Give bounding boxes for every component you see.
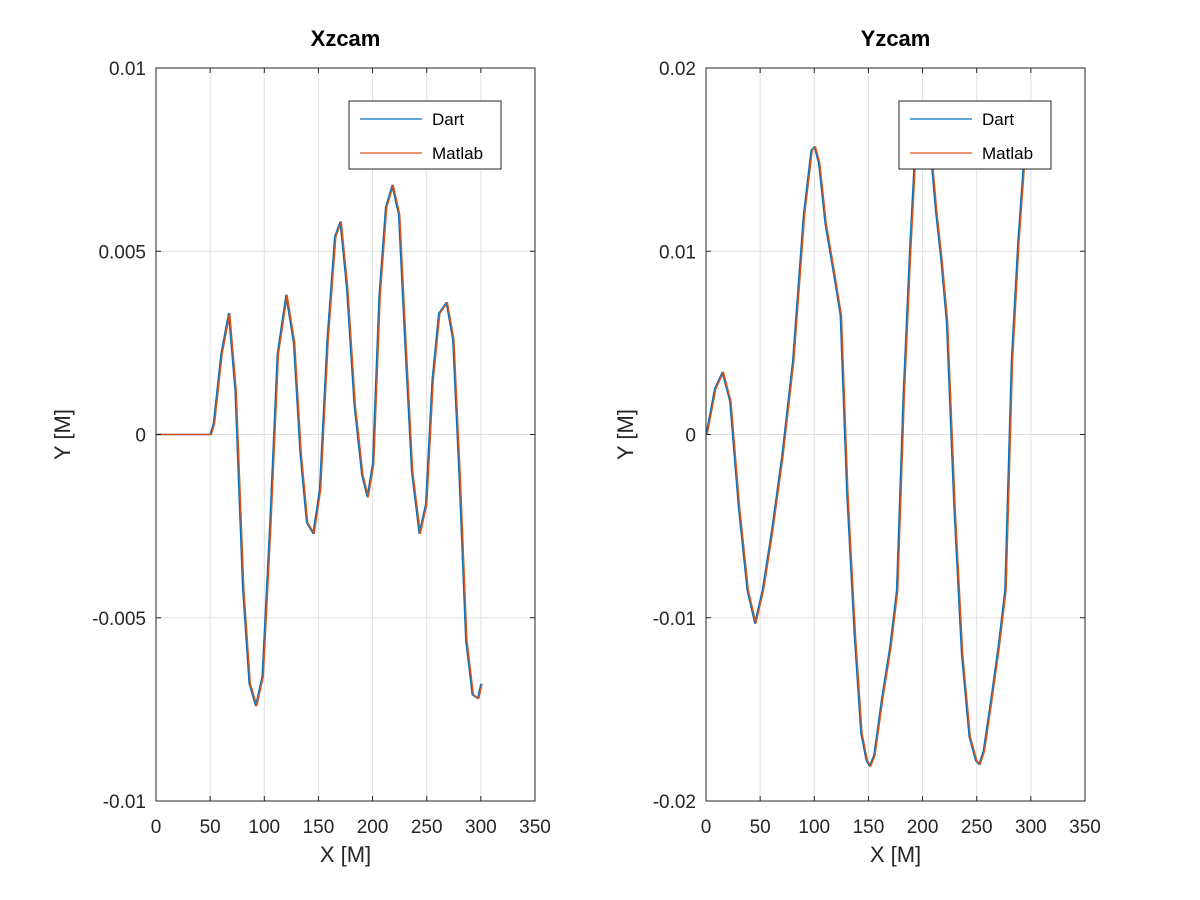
series-line-dart — [156, 184, 482, 707]
plot-xzcam: 0 50 100 150 200 250 300 350 -0.01 -0.005 0 0.005 0.… — [50, 26, 551, 867]
y-axis-label: Y [M] — [50, 409, 75, 460]
x-tick-label: 150 — [853, 817, 885, 838]
tick-marks: 0 50 100 150 200 250 300 350 -0.01 -0.005 0 0.005 0.… — [92, 59, 551, 838]
legend-label-dart: Dart — [982, 110, 1014, 129]
x-tick-label: 250 — [961, 817, 993, 838]
x-tick-label: 0 — [151, 817, 162, 838]
legend-label-matlab: Matlab — [432, 144, 483, 163]
x-tick-label: 100 — [798, 817, 830, 838]
y-tick-label: 0.02 — [659, 59, 696, 80]
series-lines — [156, 184, 483, 707]
x-tick-label: 200 — [357, 817, 389, 838]
x-axis-label: X [M] — [870, 842, 921, 867]
y-axis-label: Y [M] — [613, 409, 638, 460]
series-lines — [706, 107, 1027, 767]
legend-box — [348, 100, 502, 170]
series-line-dart — [706, 107, 1026, 767]
legend: Dart Matlab — [348, 100, 502, 170]
x-tick-label: 250 — [411, 817, 443, 838]
y-tick-label: -0.005 — [92, 609, 146, 630]
x-tick-label: 300 — [465, 817, 497, 838]
legend: Dart Matlab — [898, 100, 1052, 170]
y-tick-label: -0.01 — [103, 792, 146, 813]
y-tick-label: 0 — [685, 426, 696, 447]
y-tick-label: 0.01 — [659, 242, 696, 263]
x-tick-label: 350 — [1069, 817, 1101, 838]
x-tick-label: 0 — [701, 817, 712, 838]
legend-label-dart: Dart — [432, 110, 464, 129]
legend-label-matlab: Matlab — [982, 144, 1033, 163]
x-axis-label: X [M] — [320, 842, 371, 867]
y-tick-label: -0.01 — [653, 609, 696, 630]
plot-title: Xzcam — [311, 26, 381, 51]
x-tick-label: 350 — [519, 817, 551, 838]
tick-marks: 0 50 100 150 200 250 300 350 -0.02 -0.01 0 0.01 0.02 — [653, 59, 1101, 838]
plot-yzcam: 0 50 100 150 200 250 300 350 -0.02 -0.01 0 0.01 0.02… — [613, 26, 1101, 867]
x-tick-label: 50 — [200, 817, 221, 838]
legend-box — [898, 100, 1052, 170]
y-tick-label: 0.005 — [98, 242, 146, 263]
series-line-matlab — [157, 184, 483, 707]
x-tick-label: 50 — [750, 817, 771, 838]
y-tick-label: 0 — [135, 426, 146, 447]
y-tick-label: -0.02 — [653, 792, 696, 813]
x-tick-label: 100 — [248, 817, 280, 838]
y-tick-label: 0.01 — [109, 59, 146, 80]
x-tick-label: 150 — [303, 817, 335, 838]
plot-title: Yzcam — [861, 26, 931, 51]
x-tick-label: 200 — [907, 817, 939, 838]
x-tick-label: 300 — [1015, 817, 1047, 838]
series-line-matlab — [707, 107, 1027, 767]
